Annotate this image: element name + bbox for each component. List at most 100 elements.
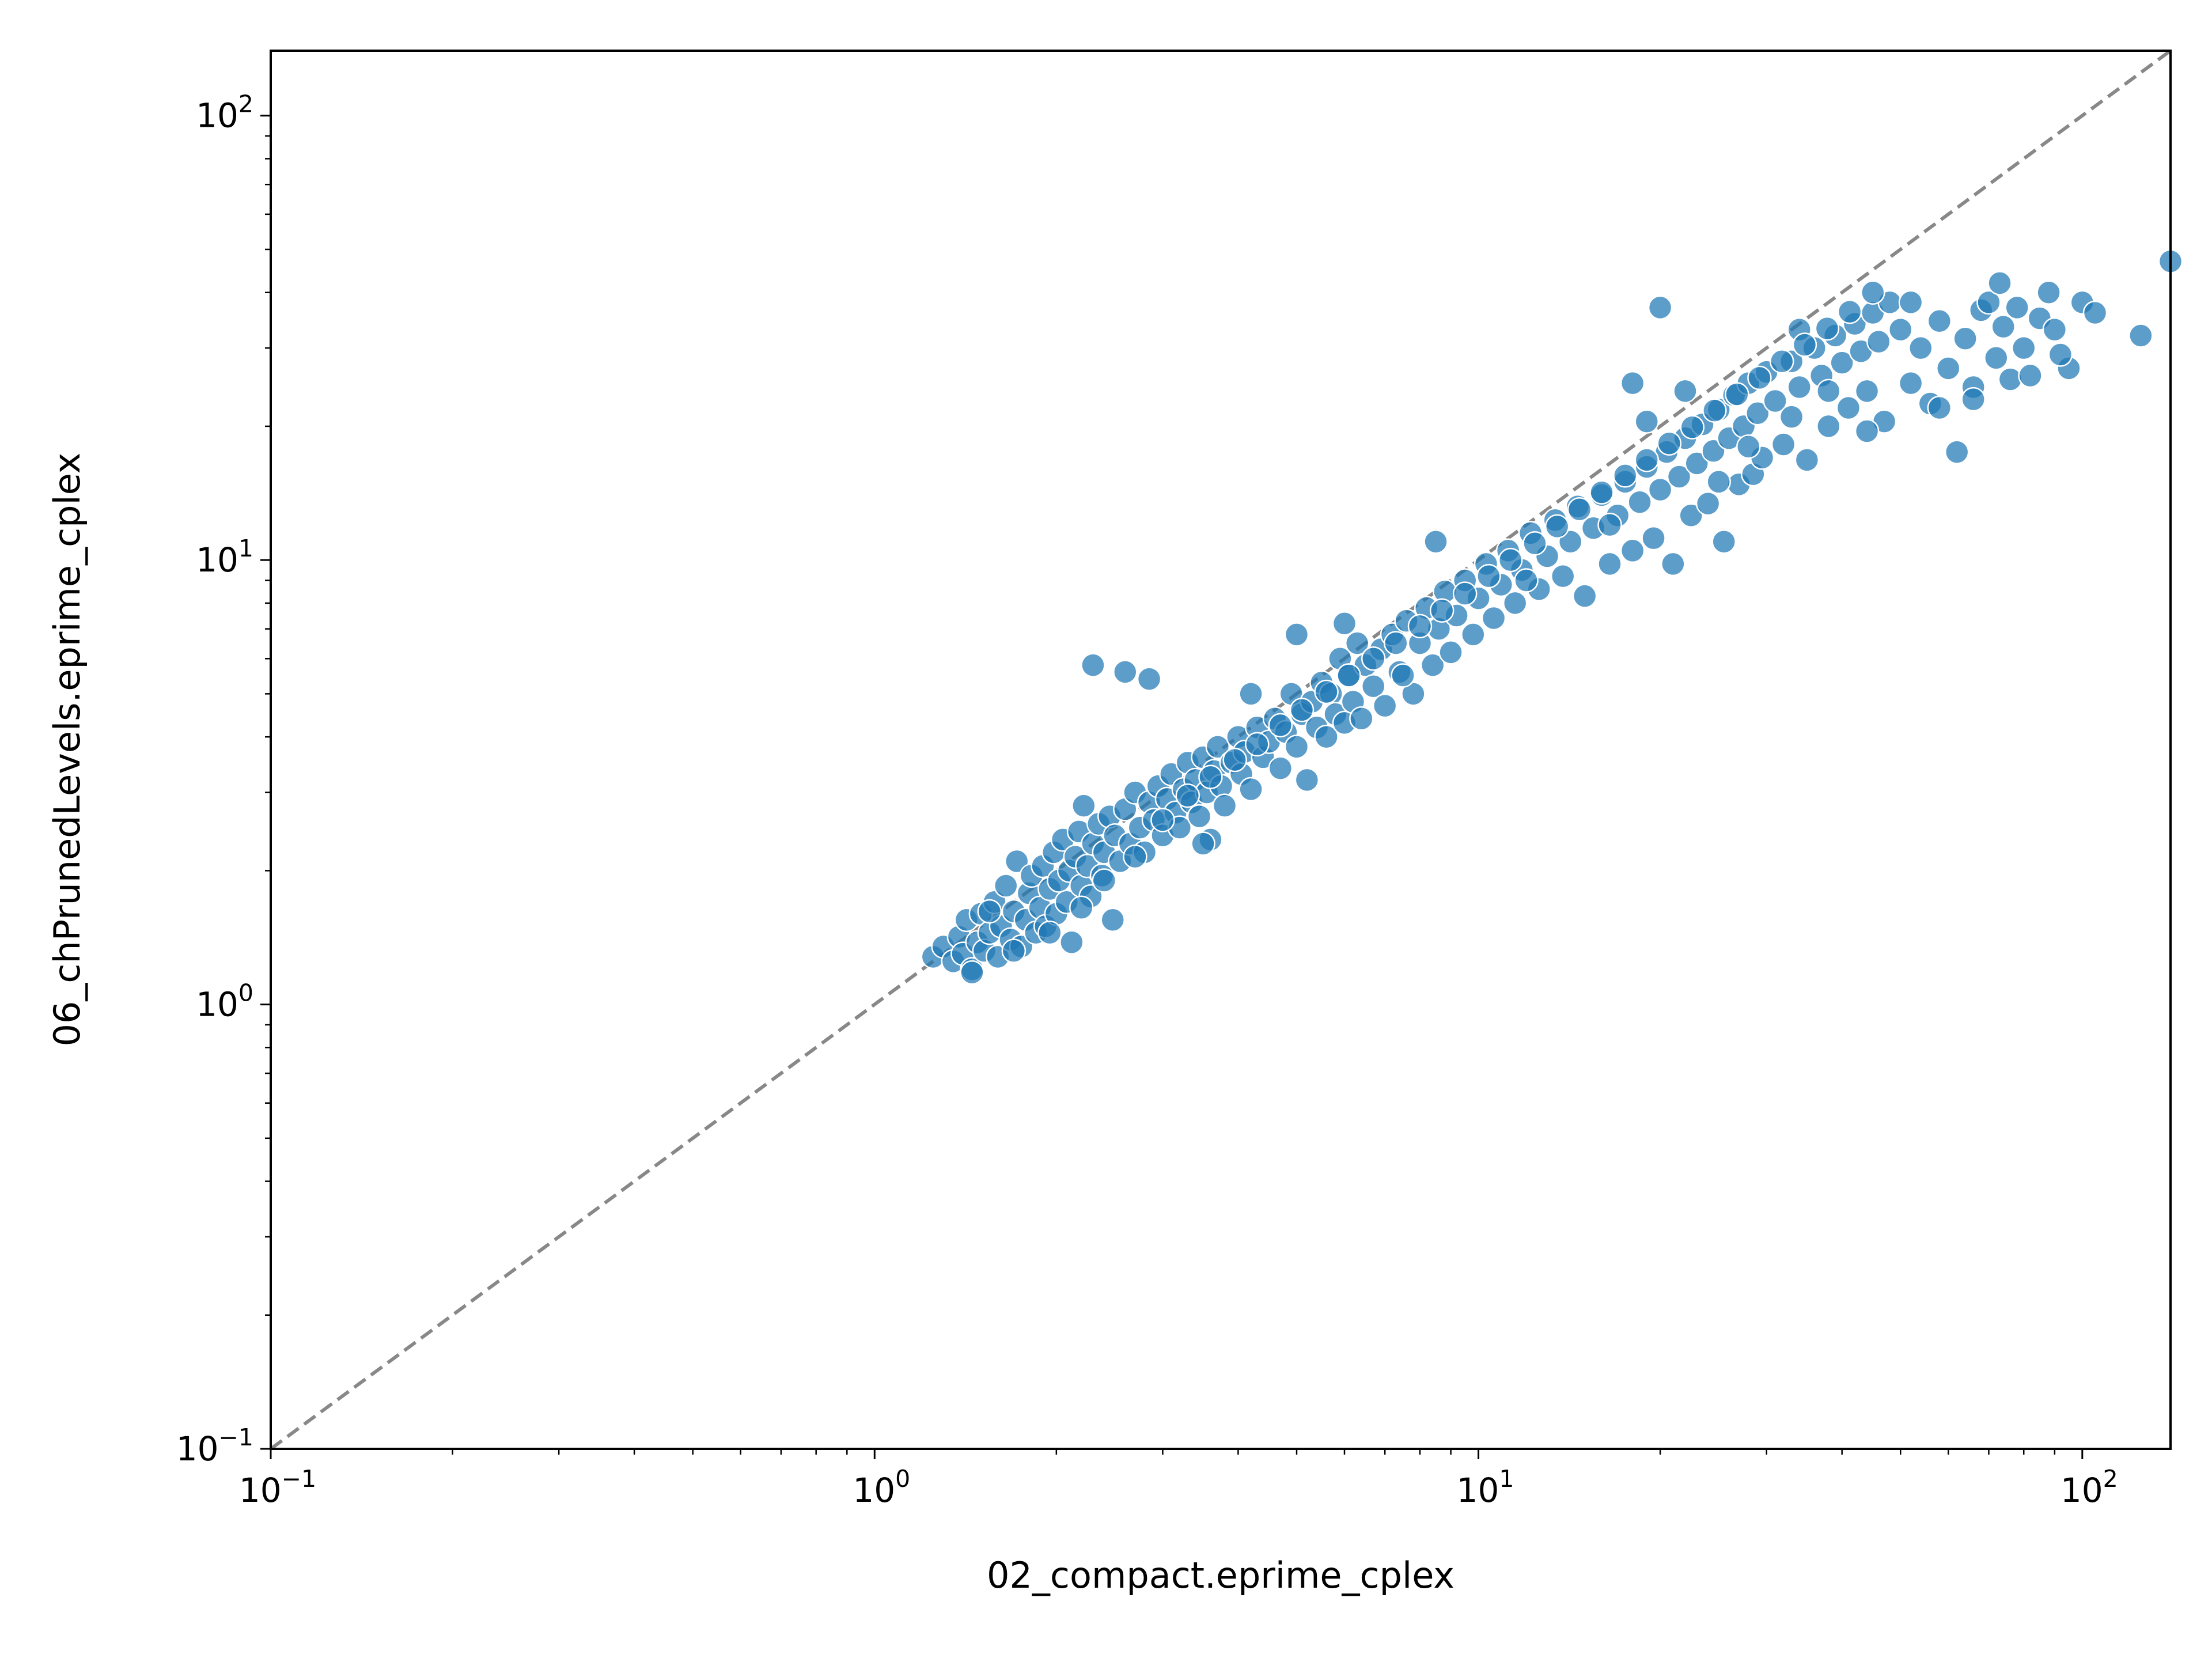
ticks-layer: 10−1 100 101 102 10−1 100 101 102 bbox=[176, 90, 2118, 1510]
data-point bbox=[1888, 317, 1913, 342]
data-point bbox=[1452, 581, 1478, 606]
data-point bbox=[1284, 622, 1309, 647]
data-point bbox=[1476, 563, 1501, 589]
data-point bbox=[1004, 849, 1029, 874]
data-point bbox=[1137, 667, 1162, 691]
data-point bbox=[2036, 280, 2061, 305]
data-point bbox=[1647, 295, 1673, 320]
data-point bbox=[1794, 448, 1820, 472]
data-point bbox=[1634, 409, 1660, 434]
data-point bbox=[1222, 747, 1247, 773]
x-tick-label: 100 bbox=[853, 1465, 910, 1510]
data-point bbox=[1898, 370, 1923, 396]
data-point bbox=[1987, 271, 2012, 296]
data-point bbox=[1620, 538, 1645, 563]
data-point bbox=[1736, 434, 1761, 459]
data-point bbox=[1238, 682, 1263, 706]
data-point bbox=[1816, 378, 1841, 404]
data-point bbox=[1514, 568, 1539, 593]
data-point bbox=[1502, 590, 1528, 616]
data-point bbox=[1198, 764, 1223, 789]
x-tick-label: 102 bbox=[2061, 1465, 2118, 1510]
data-point bbox=[1634, 448, 1660, 472]
data-point bbox=[2011, 335, 2036, 361]
data-point bbox=[977, 899, 1002, 924]
data-point bbox=[1481, 605, 1506, 631]
data-point bbox=[1361, 673, 1386, 699]
data-point bbox=[1175, 783, 1200, 808]
data-point bbox=[2082, 300, 2108, 325]
data-point bbox=[1745, 401, 1770, 426]
data-point bbox=[1205, 735, 1230, 759]
data-point bbox=[1936, 356, 1961, 381]
data-point bbox=[1498, 547, 1523, 573]
data-point bbox=[1597, 551, 1622, 577]
data-point bbox=[1391, 663, 1415, 688]
data-point bbox=[2128, 323, 2153, 348]
data-point bbox=[1679, 503, 1703, 528]
data-point bbox=[1837, 299, 1862, 324]
data-point bbox=[1771, 432, 1796, 457]
data-point bbox=[1984, 346, 2009, 370]
y-tick-label: 101 bbox=[196, 535, 253, 580]
data-point bbox=[1150, 808, 1175, 832]
data-point bbox=[1544, 514, 1570, 539]
data-point bbox=[1684, 451, 1709, 476]
data-point bbox=[1666, 464, 1692, 489]
data-point bbox=[1384, 631, 1408, 656]
data-point bbox=[1268, 756, 1293, 781]
data-point bbox=[1245, 732, 1270, 757]
data-point bbox=[1187, 804, 1212, 829]
data-point bbox=[1314, 724, 1339, 749]
data-point bbox=[1854, 419, 1880, 444]
data-point bbox=[1597, 512, 1622, 537]
y-tick-label: 100 bbox=[196, 979, 253, 1024]
data-point bbox=[1059, 930, 1084, 955]
data-point bbox=[1702, 398, 1727, 423]
data-point bbox=[1289, 698, 1315, 722]
data-point bbox=[1294, 767, 1320, 793]
data-point bbox=[1589, 480, 1614, 505]
data-point bbox=[1706, 470, 1731, 494]
data-point bbox=[1998, 367, 2023, 392]
data-point bbox=[960, 960, 984, 985]
data-point bbox=[1647, 477, 1673, 502]
data-point bbox=[2005, 295, 2029, 320]
data-point bbox=[1927, 309, 1952, 334]
data-point bbox=[1836, 395, 1861, 421]
y-tick-label: 10−1 bbox=[176, 1424, 253, 1468]
data-point bbox=[1816, 414, 1841, 439]
data-point bbox=[1123, 844, 1147, 869]
plot-frame bbox=[270, 50, 2172, 1450]
data-point bbox=[1332, 611, 1357, 636]
x-axis-label: 02_compact.eprime_cplex bbox=[987, 1554, 1455, 1596]
data-point bbox=[1944, 440, 1969, 464]
data-point bbox=[1092, 868, 1117, 893]
data-point bbox=[1830, 350, 1854, 375]
data-point bbox=[1349, 706, 1374, 731]
data-point bbox=[1238, 777, 1263, 802]
y-axis-label: 06_chPrunedLevels.eprime_cplex bbox=[46, 453, 88, 1047]
data-point bbox=[1620, 370, 1645, 396]
data-point bbox=[1567, 497, 1592, 522]
data-point bbox=[1314, 679, 1339, 705]
data-point bbox=[1401, 682, 1426, 706]
data-point bbox=[1787, 374, 1812, 400]
data-point bbox=[1420, 653, 1445, 677]
data-point bbox=[1641, 525, 1666, 551]
data-point bbox=[1037, 920, 1062, 945]
data-point bbox=[1423, 529, 1448, 554]
data-point bbox=[1429, 598, 1455, 623]
data-point bbox=[1361, 646, 1386, 671]
data-point bbox=[1336, 663, 1361, 688]
data-point bbox=[1001, 938, 1027, 963]
data-point bbox=[1081, 653, 1105, 677]
data-point bbox=[1461, 622, 1486, 647]
data-point bbox=[1657, 431, 1682, 456]
data-point bbox=[1695, 491, 1721, 516]
data-point bbox=[1550, 563, 1575, 589]
data-point bbox=[1627, 490, 1652, 514]
data-point bbox=[2048, 342, 2073, 367]
y-tick-label: 102 bbox=[196, 90, 253, 135]
data-point bbox=[1763, 388, 1787, 414]
